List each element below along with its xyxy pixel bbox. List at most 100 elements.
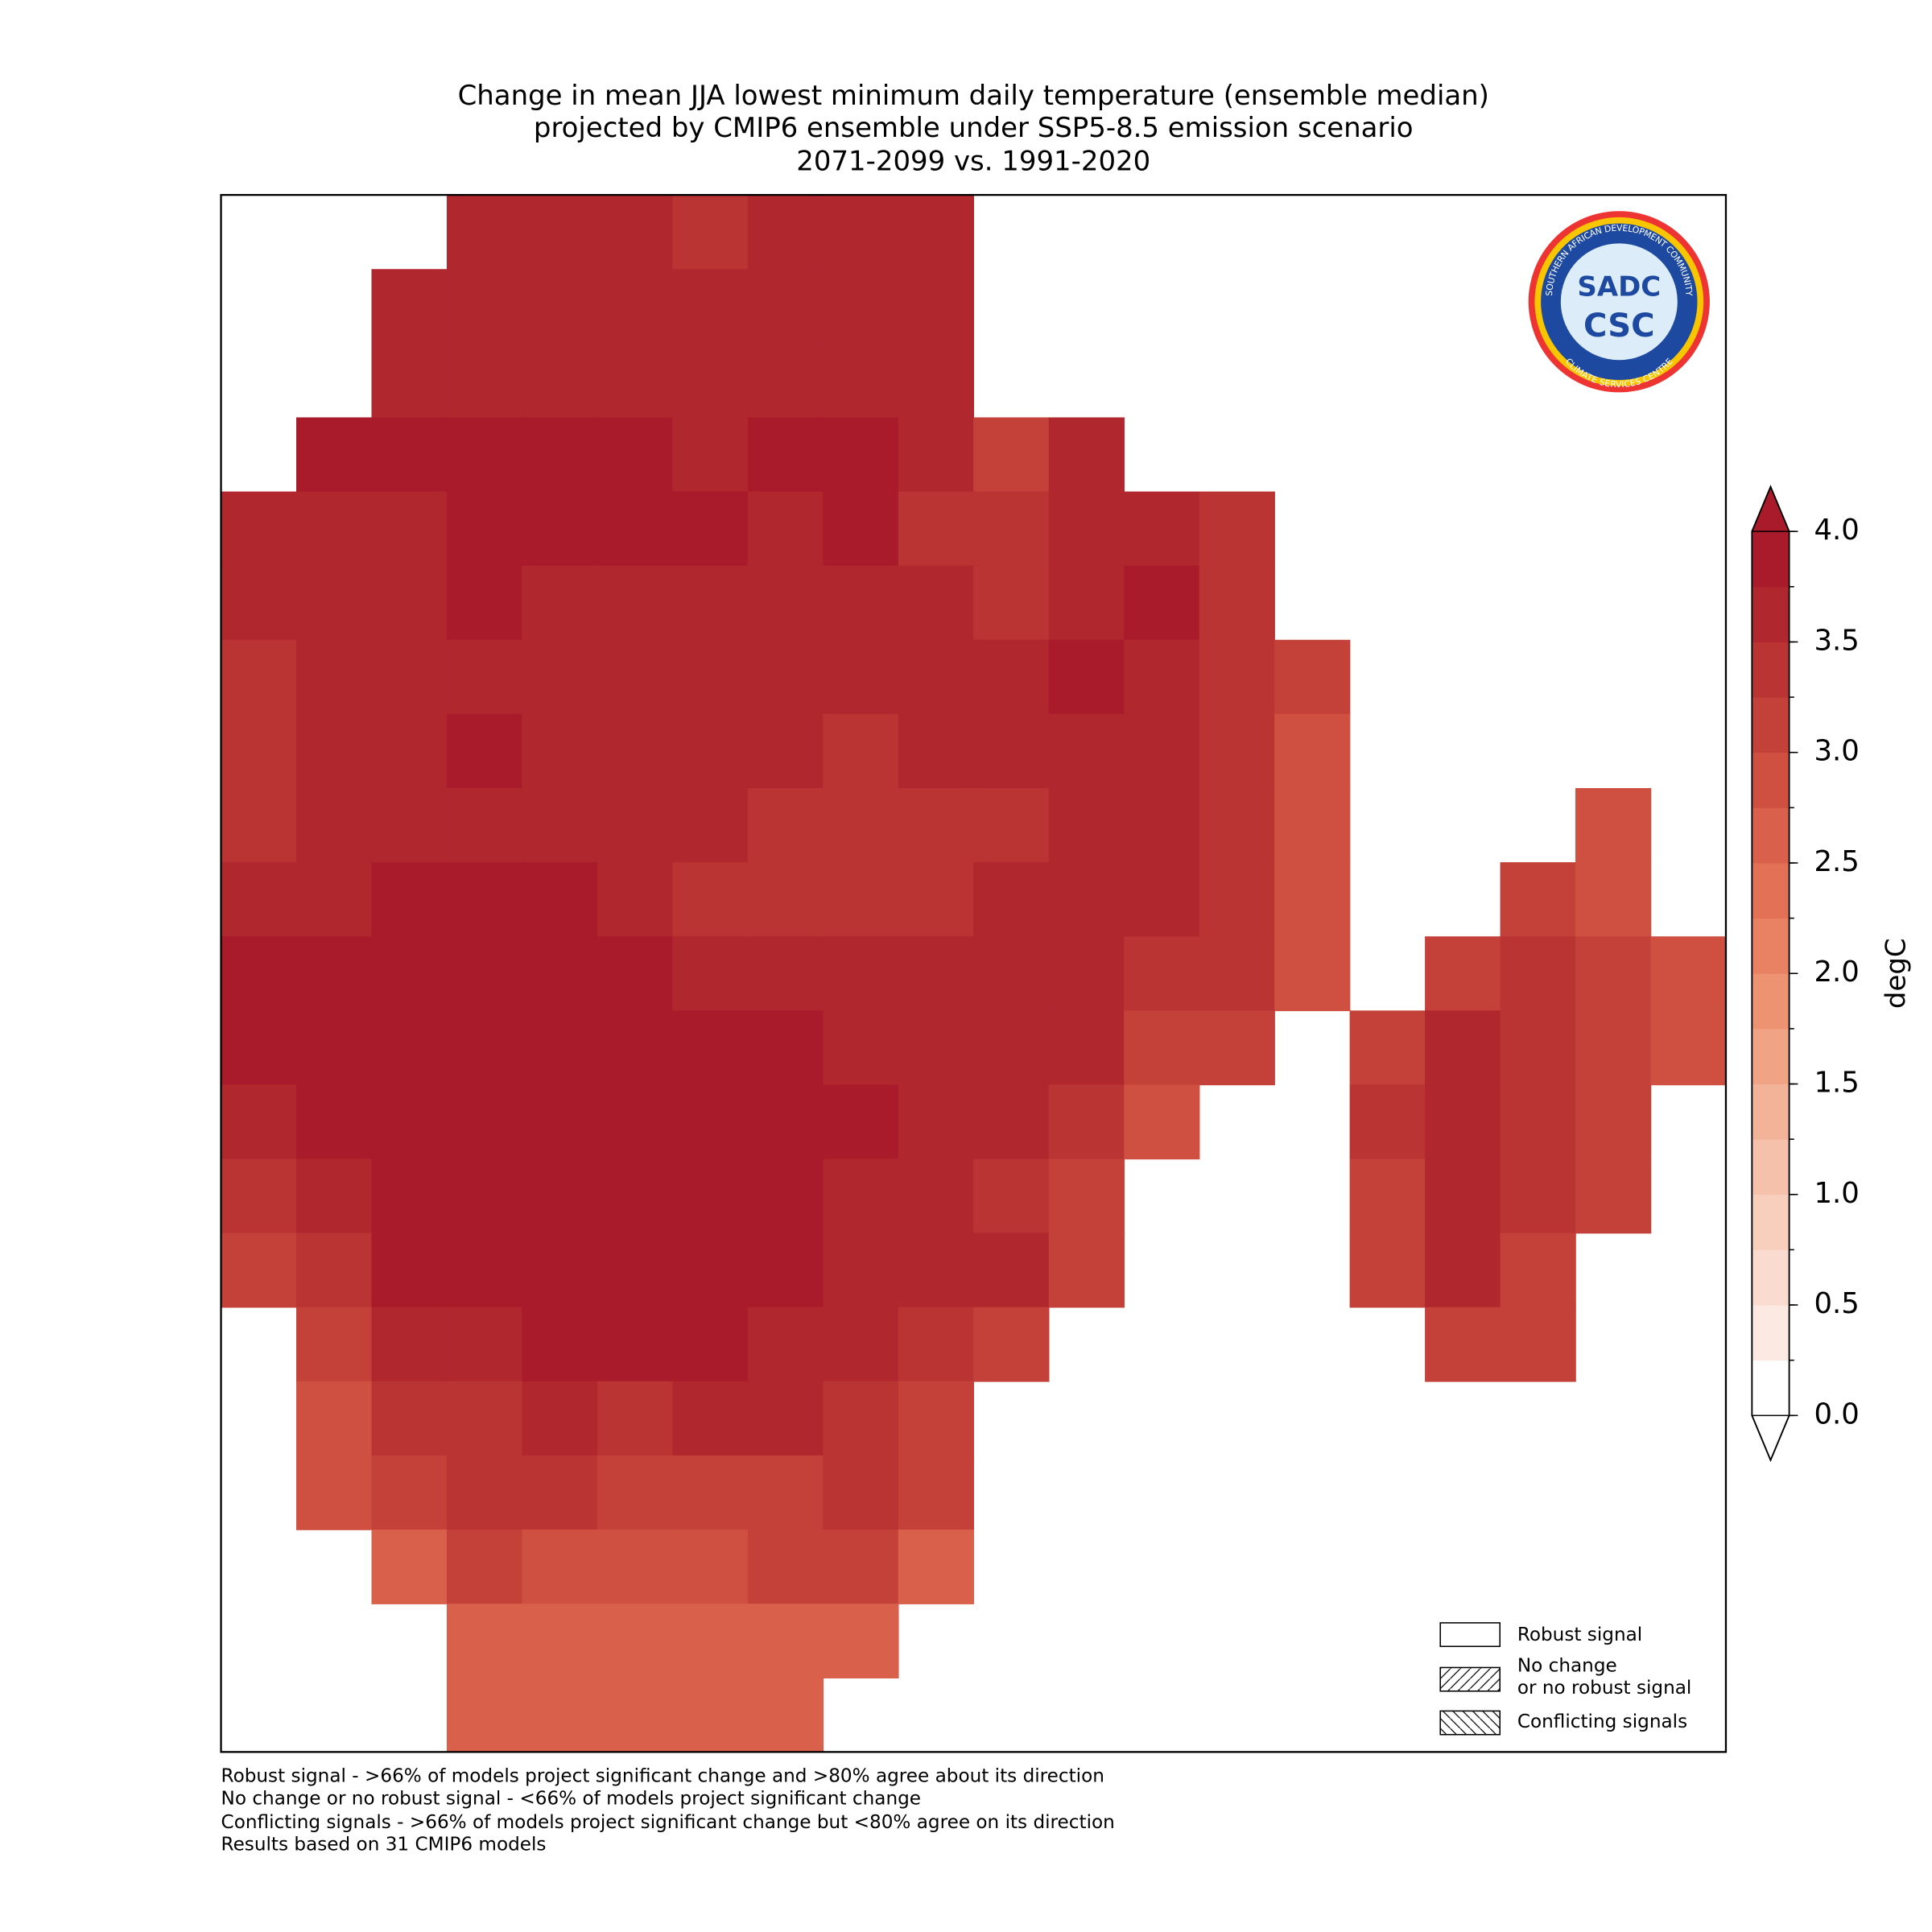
colorbar-tick-label: 1.5 <box>1814 1067 1859 1100</box>
grid-cell <box>1500 1084 1576 1160</box>
map-cells <box>221 195 1727 1753</box>
grid-cell <box>1048 1158 1125 1234</box>
logo: SOUTHERN AFRICAN DEVELOPMENT COMMUNITY C… <box>1528 211 1710 393</box>
colorbar-bin <box>1752 1305 1790 1361</box>
grid-cell <box>747 1381 824 1456</box>
grid-cell <box>446 1381 523 1456</box>
grid-cell <box>1199 639 1275 715</box>
grid-cell <box>296 787 373 863</box>
legend-label: Robust signal <box>1517 1624 1642 1645</box>
grid-cell <box>1650 1010 1727 1086</box>
grid-cell <box>371 343 448 419</box>
grid-cell <box>371 936 448 1012</box>
grid-cell <box>221 1084 297 1160</box>
grid-cell <box>371 639 448 715</box>
grid-cell <box>597 417 674 493</box>
grid-cell <box>446 1307 523 1382</box>
grid-cell <box>296 1010 373 1086</box>
grid-cell <box>1048 936 1125 1012</box>
grid-cell <box>747 1232 824 1308</box>
grid-cell <box>371 1084 448 1160</box>
grid-cell <box>1500 1158 1576 1234</box>
grid-cell <box>221 862 297 937</box>
grid-cell <box>672 639 749 715</box>
grid-cell <box>973 1084 1050 1160</box>
grid-cell <box>1124 565 1200 641</box>
grid-cell <box>672 1381 749 1456</box>
grid-cell <box>973 1232 1050 1308</box>
grid-cell <box>747 1010 824 1086</box>
grid-cell <box>672 343 749 419</box>
grid-cell <box>597 787 674 863</box>
grid-cell <box>1500 1232 1576 1308</box>
logo-text: CSC <box>1583 308 1654 345</box>
grid-cell <box>371 1381 448 1456</box>
grid-cell <box>221 1010 297 1086</box>
grid-cell <box>1274 787 1351 863</box>
grid-cell <box>597 343 674 419</box>
grid-cell <box>371 862 448 937</box>
legend-swatch <box>1439 1710 1501 1736</box>
grid-cell <box>672 1232 749 1308</box>
colorbar-bin <box>1752 918 1790 974</box>
grid-cell <box>446 1010 523 1086</box>
grid-cell <box>1048 565 1125 641</box>
colorbar-bin <box>1752 1249 1790 1306</box>
colorbar-extend <box>1751 1414 1790 1462</box>
grid-cell <box>522 1678 598 1753</box>
grid-cell <box>597 565 674 641</box>
grid-cell <box>898 1232 975 1308</box>
grid-cell <box>672 936 749 1012</box>
grid-cell <box>296 639 373 715</box>
colorbar-bin <box>1752 1360 1790 1416</box>
grid-cell <box>898 862 975 937</box>
grid-cell <box>747 862 824 937</box>
grid-cell <box>597 195 674 270</box>
grid-cell <box>221 491 297 567</box>
colorbar-label: degC <box>1880 938 1912 1009</box>
grid-cell <box>1425 1232 1501 1308</box>
grid-cell <box>1575 1084 1652 1160</box>
colorbar: 0.0 0.5 1.0 1.5 2.0 2.5 3.0 3.5 4.0 <box>1751 485 1860 1463</box>
grid-cell <box>823 195 899 270</box>
notes: Robust signal - >66% of models project s… <box>221 1766 1115 1856</box>
grid-cell <box>823 713 899 789</box>
legend: Robust signal No change or no robust sig… <box>1439 1622 1691 1736</box>
grid-cell <box>823 1232 899 1308</box>
grid-cell <box>1199 787 1275 863</box>
grid-cell <box>597 1232 674 1308</box>
grid-cell <box>446 1084 523 1160</box>
grid-cell <box>522 1604 598 1679</box>
grid-cell <box>747 1455 824 1530</box>
grid-cell <box>898 195 975 270</box>
grid-cell <box>1425 936 1501 1012</box>
grid-cell <box>522 787 598 863</box>
grid-cell <box>898 1530 975 1604</box>
grid-cell <box>1048 491 1125 567</box>
note: Results based on 31 CMIP6 models <box>221 1835 547 1856</box>
grid-cell <box>522 1232 598 1308</box>
grid-cell <box>1575 787 1652 863</box>
note: Conflicting signals - >66% of models pro… <box>221 1812 1115 1833</box>
grid-cell <box>1575 862 1652 937</box>
grid-cell <box>597 1381 674 1456</box>
grid-cell <box>446 491 523 567</box>
colorbar-bin <box>1752 1084 1790 1140</box>
grid-cell <box>672 1604 749 1679</box>
grid-cell <box>446 417 523 493</box>
grid-cell <box>672 713 749 789</box>
grid-cell <box>1575 1158 1652 1234</box>
colorbar-bin <box>1752 752 1790 808</box>
grid-cell <box>898 639 975 715</box>
grid-cell <box>446 1678 523 1753</box>
grid-cell <box>446 565 523 641</box>
grid-cell <box>672 1455 749 1530</box>
grid-cell <box>747 787 824 863</box>
grid-cell <box>747 1158 824 1234</box>
grid-cell <box>446 639 523 715</box>
grid-cell <box>522 713 598 789</box>
grid-cell <box>1124 862 1200 937</box>
grid-cell <box>446 936 523 1012</box>
grid-cell <box>1199 862 1275 937</box>
colorbar-bin <box>1752 586 1790 642</box>
